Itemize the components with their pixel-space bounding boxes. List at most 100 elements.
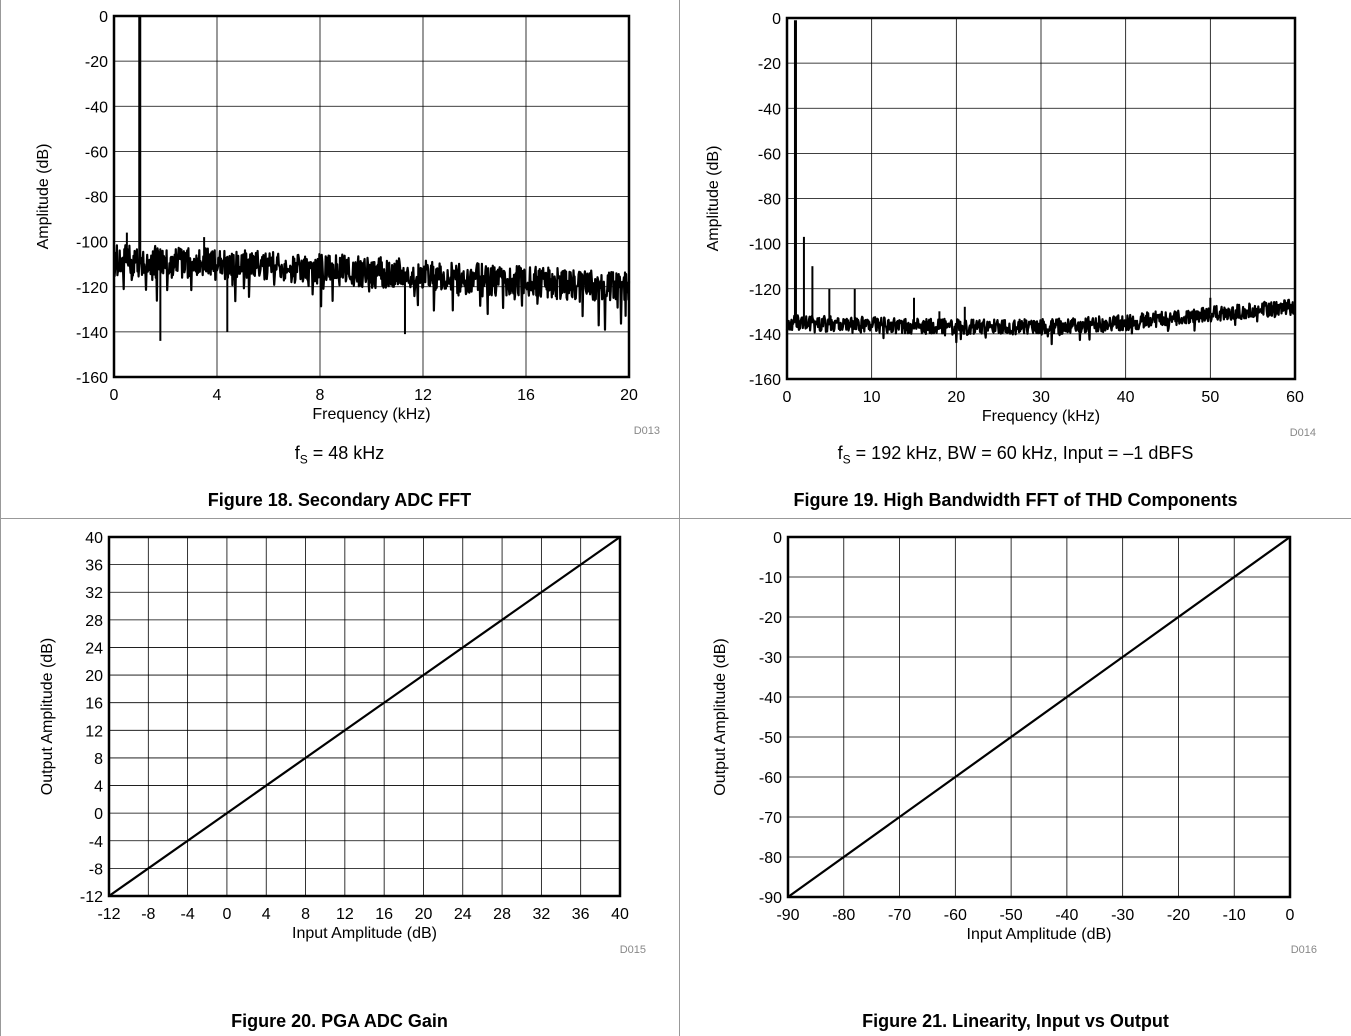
y-tick-label: 0	[773, 530, 782, 547]
x-tick-label: 8	[301, 906, 310, 923]
x-tick-label: -40	[1055, 907, 1078, 924]
x-tick-label: 4	[262, 906, 271, 923]
y-tick-label: -140	[749, 327, 781, 344]
figure-21-chart: -90 -80 -70 -60 -50 -40 -30 -20 -10 0 0 -10 -20 -30 -4…	[712, 530, 1317, 956]
y-tick-label: -100	[749, 237, 781, 254]
y-tick-label: -50	[759, 730, 782, 747]
y-tick-label: -160	[76, 370, 108, 387]
x-tick-label: 12	[414, 387, 432, 404]
y-tick-label: -100	[76, 235, 108, 252]
x-tick-label: 32	[532, 906, 550, 923]
figure-19-subtitle: fS = 192 kHz, BW = 60 kHz, Input = –1 dB…	[680, 443, 1351, 467]
y-axis-label: Output Amplitude (dB)	[39, 638, 56, 795]
y-tick-label: -20	[85, 54, 108, 71]
y-tick-label: 0	[772, 11, 781, 28]
figure-20-panel: -12 -8 -4 0 4 8 12 16 20 24 28 32 36 40 40 36 32 28 24 20 16…	[0, 519, 679, 1036]
figure-19-panel: 0 10 20 30 40 50 60 0 -20 -40 -60 -80 -100 -120 -140 -1…	[680, 0, 1351, 518]
plot-frame	[785, 16, 1297, 381]
x-tick-label: 50	[1201, 389, 1219, 406]
figure-19-caption: Figure 19. High Bandwidth FFT of THD Com…	[793, 490, 1238, 510]
y-tick-label: 40	[85, 530, 103, 547]
y-axis-label: Output Amplitude (dB)	[712, 638, 729, 795]
plot-frame	[112, 14, 631, 379]
y-tick-label: -40	[759, 690, 782, 707]
y-tick-label: 8	[94, 751, 103, 768]
subtitle-f: f	[294, 443, 300, 463]
subtitle-rest: = 48 kHz	[307, 443, 385, 463]
x-axis-label: Frequency (kHz)	[312, 406, 430, 423]
x-tick-label: 16	[375, 906, 393, 923]
figure-code: D016	[1291, 944, 1317, 956]
y-tick-label: 32	[85, 585, 103, 602]
y-tick-label: -120	[749, 282, 781, 299]
y-axis-label: Amplitude (dB)	[705, 146, 722, 252]
y-tick-label: -12	[80, 889, 103, 906]
x-tick-label: 20	[620, 387, 638, 404]
noise-floor-trace	[785, 298, 1297, 346]
x-tick-label: -4	[180, 906, 194, 923]
x-tick-label: -90	[776, 907, 799, 924]
x-tick-label: 20	[947, 389, 965, 406]
y-tick-label: -10	[759, 570, 782, 587]
x-tick-label: 20	[415, 906, 433, 923]
y-axis-label: Amplitude (dB)	[35, 144, 52, 250]
y-tick-label: -20	[758, 56, 781, 73]
x-tick-label: 0	[783, 389, 792, 406]
y-tick-label: 24	[85, 640, 103, 657]
y-tick-label: -8	[89, 861, 103, 878]
figure-code: D014	[1290, 427, 1316, 439]
noise-floor-trace	[113, 244, 631, 331]
y-tick-label: -90	[759, 890, 782, 907]
y-tick-label: 4	[94, 779, 103, 796]
x-tick-label: 10	[863, 389, 881, 406]
x-tick-label: -10	[1223, 907, 1246, 924]
x-tick-label: 16	[517, 387, 535, 404]
x-tick-label: -30	[1111, 907, 1134, 924]
figure-18-caption: Figure 18. Secondary ADC FFT	[207, 490, 472, 510]
x-tick-label: 40	[1117, 389, 1135, 406]
plot-frame	[107, 535, 622, 898]
y-tick-label: 36	[85, 558, 103, 575]
x-tick-label: -80	[832, 907, 855, 924]
y-tick-label: 0	[99, 9, 108, 26]
x-tick-label: 24	[454, 906, 472, 923]
x-tick-label: -12	[97, 906, 120, 923]
series-line	[108, 536, 621, 897]
x-tick-label: 0	[1286, 907, 1295, 924]
subtitle-sub: S	[842, 452, 851, 467]
x-tick-label: -70	[888, 907, 911, 924]
y-tick-label: -160	[749, 372, 781, 389]
figure-20-chart: -12 -8 -4 0 4 8 12 16 20 24 28 32 36 4040363228242016…	[39, 530, 646, 956]
y-tick-label: 0	[94, 806, 103, 823]
subtitle-rest: = 192 kHz, BW = 60 kHz, Input = –1 dBFS	[850, 443, 1194, 463]
x-tick-label: 30	[1032, 389, 1050, 406]
x-tick-label: 12	[336, 906, 354, 923]
y-tick-label: -80	[759, 850, 782, 867]
subtitle-f: f	[837, 443, 843, 463]
x-tick-label: -60	[944, 907, 967, 924]
x-tick-label: -8	[141, 906, 155, 923]
plot-frame	[786, 535, 1292, 899]
figure-20-caption: Figure 20. PGA ADC Gain	[231, 1011, 448, 1031]
y-tick-label: -30	[759, 650, 782, 667]
figure-18-panel: 0 4 8 12 16 20 0 -20 -40 -60 -80 -100 -120 -140 -160 Fr…	[0, 0, 679, 518]
x-tick-label: 36	[572, 906, 590, 923]
figure-21-panel: -90 -80 -70 -60 -50 -40 -30 -20 -10 0 0 -10 -20 -30 -4…	[680, 519, 1351, 1036]
figure-code: D013	[634, 425, 660, 437]
figure-18-chart: 0 4 8 12 16 20 0 -20 -40 -60 -80 -100 -120 -140 -160 Fr…	[35, 9, 660, 437]
x-tick-label: 4	[213, 387, 222, 404]
y-tick-label: 28	[85, 613, 103, 630]
x-axis-label: Input Amplitude (dB)	[967, 926, 1112, 943]
y-tick-label: -70	[759, 810, 782, 827]
x-tick-label: 0	[222, 906, 231, 923]
y-tick-label: -20	[759, 610, 782, 627]
subtitle-sub: S	[299, 452, 308, 467]
y-tick-label: -60	[758, 146, 781, 163]
x-tick-label: 8	[316, 387, 325, 404]
y-tick-label: 20	[85, 668, 103, 685]
series-line	[787, 536, 1291, 898]
y-tick-label: -40	[85, 99, 108, 116]
y-tick-label: 12	[85, 723, 103, 740]
x-tick-label: 0	[110, 387, 119, 404]
x-axis-label: Frequency (kHz)	[982, 408, 1100, 425]
